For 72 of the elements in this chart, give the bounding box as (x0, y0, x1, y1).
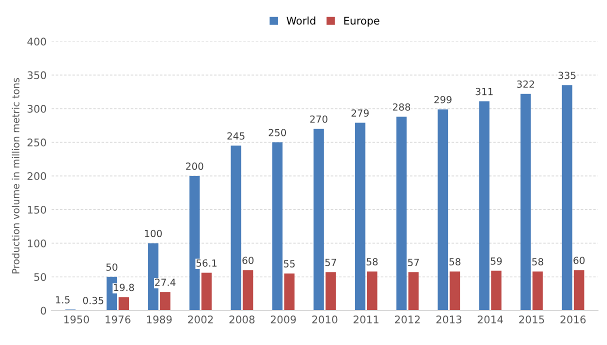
x-tick-label: 1950 (64, 316, 89, 324)
bar (408, 272, 419, 310)
bar (118, 297, 129, 310)
y-tick-label: 200 (28, 172, 46, 180)
bar (532, 271, 543, 310)
x-tick-label: 1976 (106, 316, 130, 324)
x-tick-label: 2012 (395, 316, 420, 324)
y-tick-label: 250 (28, 138, 46, 146)
y-tick-label: 300 (28, 104, 46, 113)
legend-label: Europe (344, 16, 380, 27)
x-tick-label: 1989 (147, 316, 172, 324)
data-label: 56.1 (196, 259, 217, 267)
y-tick-label: 400 (27, 38, 46, 46)
data-label: 57 (408, 258, 419, 266)
x-tick-label: 2013 (436, 316, 462, 324)
x-tick-label: 2014 (478, 316, 503, 324)
bar (242, 270, 254, 310)
bar (491, 270, 502, 310)
y-axis-title: Production volume in million metric tons (12, 78, 20, 274)
bar (479, 101, 490, 310)
bar (396, 116, 407, 310)
data-label: 250 (268, 128, 286, 136)
data-label: 58 (532, 258, 544, 266)
bar (326, 272, 336, 310)
y-tick-label: 0 (40, 306, 46, 315)
x-tick-label: 2010 (312, 316, 338, 324)
data-label: 50 (106, 263, 118, 271)
bar (160, 292, 170, 310)
bar (450, 271, 460, 310)
data-label: 55 (284, 260, 295, 268)
data-label: 100 (144, 230, 162, 238)
data-label: 245 (227, 132, 244, 140)
bar (520, 94, 531, 310)
data-label: 59 (490, 257, 502, 265)
bar (314, 128, 324, 310)
data-label: 60 (242, 256, 254, 264)
data-label: 58 (366, 258, 378, 266)
y-tick-label: 350 (28, 71, 46, 80)
data-label: 322 (517, 80, 534, 88)
bar (562, 85, 572, 310)
data-label: 288 (392, 103, 410, 111)
bar (230, 146, 242, 310)
data-label: 311 (476, 88, 493, 96)
x-tick-label: 2015 (519, 316, 544, 324)
bar (201, 272, 212, 310)
data-label: 200 (186, 162, 204, 170)
data-label: 27.4 (155, 278, 176, 286)
bar (272, 142, 283, 310)
data-label: 279 (352, 109, 369, 117)
data-label: 335 (558, 72, 576, 80)
data-label: 0.35 (83, 296, 104, 304)
bar (366, 271, 378, 310)
data-label: 1.5 (56, 296, 70, 304)
x-tick-label: 2011 (354, 316, 378, 324)
data-label: 57 (325, 258, 336, 266)
y-tick-label: 150 (28, 206, 46, 214)
x-tick-label: 2016 (560, 316, 586, 324)
bar (284, 274, 295, 310)
x-tick-label: 2009 (270, 316, 296, 324)
data-label: 60 (574, 256, 585, 264)
data-label: 19.8 (114, 284, 134, 292)
bar (354, 122, 366, 310)
x-tick-label: 2008 (229, 316, 255, 324)
bar (574, 270, 584, 310)
data-label: 299 (434, 96, 452, 104)
data-label: 270 (310, 115, 328, 123)
data-label: 58 (449, 258, 460, 266)
legend-label: World (286, 16, 316, 25)
bar (438, 109, 448, 310)
y-tick-label: 100 (28, 239, 46, 248)
x-tick-label: 2002 (188, 316, 213, 324)
y-tick-label: 50 (34, 273, 46, 281)
